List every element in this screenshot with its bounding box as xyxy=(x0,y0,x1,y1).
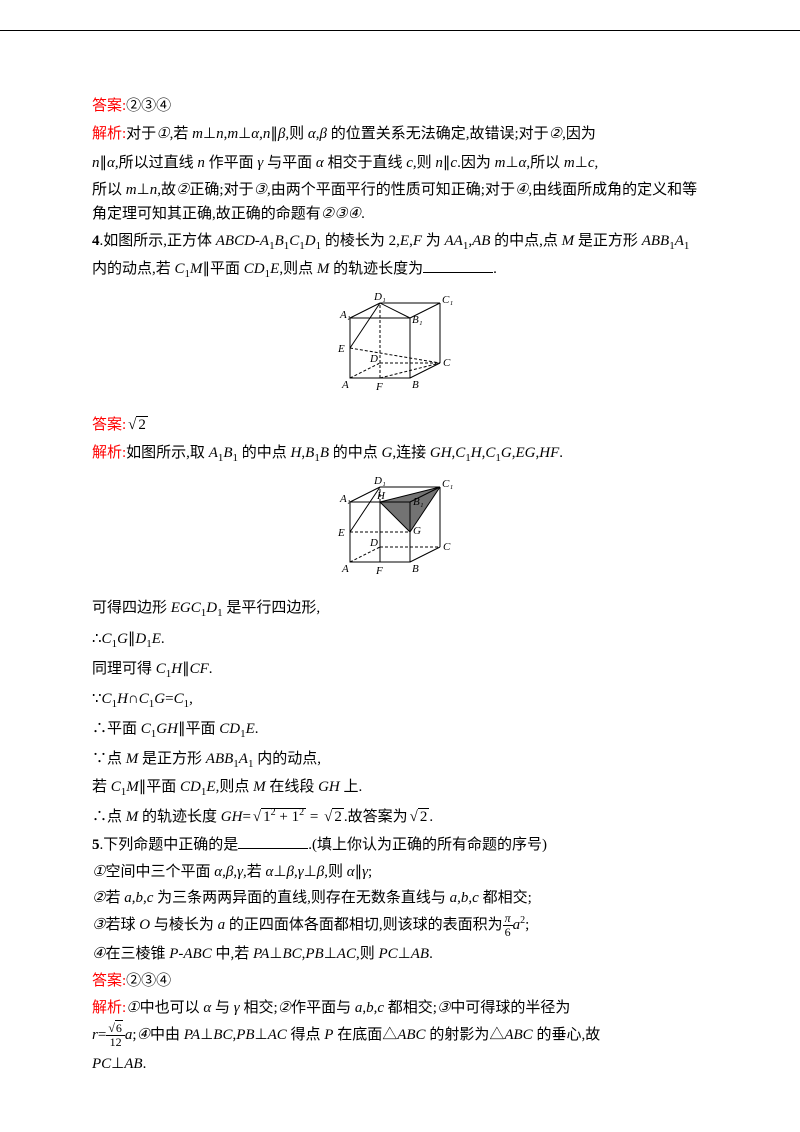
q5-analysis-c: PC⊥AB. xyxy=(92,1051,708,1077)
answer-label-3: 答案: xyxy=(92,973,126,989)
svg-text:D: D xyxy=(369,353,378,365)
q4-answer: 2 xyxy=(126,417,148,433)
q4-line-2: 同理可得 C1H∥CF. xyxy=(92,656,708,684)
q4-figure-2: D₁ C₁ A₁ H B₁ E D G C A F B xyxy=(92,472,708,591)
svg-text:C: C xyxy=(443,357,451,369)
svg-text:H: H xyxy=(376,490,386,502)
q4-line-7: ∴点 M 的轨迹长度 GH=12 + 12 = 2.故答案为2. xyxy=(92,804,708,830)
svg-text:B: B xyxy=(412,563,419,575)
svg-text:E: E xyxy=(337,527,345,539)
svg-text:B₁: B₁ xyxy=(412,314,423,326)
analysis-label-3: 解析: xyxy=(92,1000,126,1016)
q5-opt-4: ④在三棱锥 P-ABC 中,若 PA⊥BC,PB⊥AC,则 PC⊥AB. xyxy=(92,942,708,966)
q3-analysis-3: 所以 m⊥n,故②正确;对于③,由两个平面平行的性质可知正确;对于④,由线面所成… xyxy=(92,178,708,226)
svg-text:D₁: D₁ xyxy=(373,475,386,487)
svg-text:F: F xyxy=(375,381,383,393)
q4-analysis-intro: 解析:如图所示,取 A1B1 的中点 H,B1B 的中点 G,连接 GH,C1H… xyxy=(92,440,708,468)
svg-text:D₁: D₁ xyxy=(373,291,386,303)
q4-line-3: ∵C1H∩C1G=C1, xyxy=(92,686,708,714)
svg-text:B₁: B₁ xyxy=(413,496,424,508)
q3-answer-line: 答案:②③④ xyxy=(92,93,708,119)
svg-text:B: B xyxy=(412,379,419,391)
svg-text:G: G xyxy=(413,525,421,537)
svg-text:F: F xyxy=(375,565,383,577)
answer-label-2: 答案: xyxy=(92,417,126,433)
q5-blank xyxy=(238,834,308,849)
q5-stem: 5.下列命题中正确的是.(填上你认为正确的所有命题的序号) xyxy=(92,832,708,858)
svg-text:A: A xyxy=(341,563,349,575)
svg-text:C: C xyxy=(443,541,451,553)
svg-text:C₁: C₁ xyxy=(442,478,453,490)
q4-blank xyxy=(423,258,493,273)
q5-answer-line: 答案:②③④ xyxy=(92,968,708,994)
answer-label: 答案: xyxy=(92,98,126,114)
svg-text:D: D xyxy=(369,537,378,549)
q3-analysis-text: 对于①,若 m⊥n,m⊥α,n∥β,则 α,β 的位置关系无法确定,故错误;对于… xyxy=(126,126,596,142)
q3-analysis-2: n∥α,所以过直线 n 作平面 γ 与平面 α 相交于直线 c,则 n∥c.因为… xyxy=(92,150,708,176)
q5-opt-1: ①空间中三个平面 α,β,γ,若 α⊥β,γ⊥β,则 α∥γ; xyxy=(92,860,708,884)
q4-line-6: 若 C1M∥平面 CD1E,则点 M 在线段 GH 上. xyxy=(92,775,708,802)
svg-text:A₁: A₁ xyxy=(339,493,351,505)
analysis-label: 解析: xyxy=(92,126,126,142)
q4-answer-line: 答案:2 xyxy=(92,412,708,438)
q3-answer: ②③④ xyxy=(126,98,171,114)
q5-answer: ②③④ xyxy=(126,973,171,989)
q4-line-5: ∵点 M 是正方形 ABB1A1 内的动点, xyxy=(92,747,708,774)
analysis-label-2: 解析: xyxy=(92,445,126,461)
q5-opt-3: ③若球 O 与棱长为 a 的正四面体各面都相切,则该球的表面积为π6a2; xyxy=(92,912,708,939)
q5-analysis-b: r=√612a;④中由 PA⊥BC,PB⊥AC 得点 P 在底面△ABC 的射影… xyxy=(92,1022,708,1049)
q4-line-0: 可得四边形 EGC1D1 是平行四边形, xyxy=(92,595,708,623)
q4-line-4: ∴平面 C1GH∥平面 CD1E. xyxy=(92,716,708,744)
svg-text:A₁: A₁ xyxy=(339,309,351,321)
q4-figure-1: D₁ C₁ A₁ B₁ E D C A F B xyxy=(92,288,708,407)
svg-text:A: A xyxy=(341,379,349,391)
q4-stem: 4.如图所示,正方体 ABCD-A1B1C1D1 的棱长为 2,E,F 为 AA… xyxy=(92,228,708,285)
q4-line-1: ∴C1G∥D1E. xyxy=(92,626,708,654)
q5-analysis-a: 解析:①中也可以 α 与 γ 相交;②作平面与 a,b,c 都相交;③中可得球的… xyxy=(92,996,708,1020)
svg-text:C₁: C₁ xyxy=(442,294,453,306)
page-content: 答案:②③④ 解析:对于①,若 m⊥n,m⊥α,n∥β,则 α,β 的位置关系无… xyxy=(0,30,800,1119)
svg-text:E: E xyxy=(337,343,345,355)
q3-analysis: 解析:对于①,若 m⊥n,m⊥α,n∥β,则 α,β 的位置关系无法确定,故错误… xyxy=(92,121,708,147)
q5-opt-2: ②若 a,b,c 为三条两两异面的直线,则存在无数条直线与 a,b,c 都相交; xyxy=(92,886,708,910)
